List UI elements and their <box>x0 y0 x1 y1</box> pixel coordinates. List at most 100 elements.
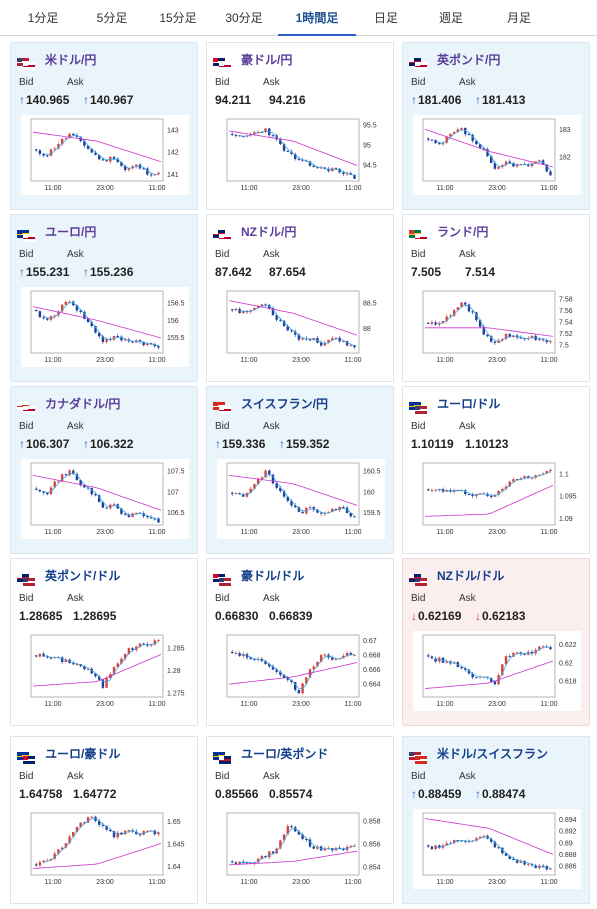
ask-number: 159.352 <box>286 437 330 451</box>
candle-body <box>445 490 448 492</box>
pair-name-link[interactable]: NZドル/円 <box>241 224 297 239</box>
candlestick-chart[interactable]: 183 182 11:00 23:00 11:00 <box>413 115 581 195</box>
x-tick-label: 11:00 <box>541 879 558 886</box>
candle-body <box>112 156 116 159</box>
pair-name-link[interactable]: ユーロ/ドル <box>437 396 501 411</box>
candle-body <box>35 864 38 866</box>
tab-3[interactable]: 15分足 <box>159 11 197 25</box>
ask-number: 0.85574 <box>269 787 313 801</box>
candlestick-chart[interactable]: 0.67 0.668 0.666 0.664 11:00 23:00 11:00 <box>217 631 385 711</box>
candle-body <box>131 166 134 169</box>
candle-body <box>504 656 508 665</box>
candlestick-chart[interactable]: 0.858 0.856 0.854 11:00 23:00 11:00 <box>217 809 385 889</box>
candle-body <box>286 678 289 680</box>
rate-card[interactable]: ユーロ/英ポンド Bid Ask 0.85566 0.85574 0.858 0.856 0.… <box>206 736 394 904</box>
x-tick-label: 23:00 <box>292 357 310 364</box>
candlestick-chart[interactable]: 107.5 107 106.5 11:00 23:00 11:00 <box>21 459 189 539</box>
bid-number: 1.64758 <box>19 787 63 801</box>
rate-card[interactable]: ユーロ/豪ドル Bid Ask 1.64758 1.64772 1.65 1.645 1.64… <box>10 736 198 904</box>
x-tick-label: 11:00 <box>241 185 258 192</box>
candlestick-chart[interactable]: 88.5 88 11:00 23:00 11:00 <box>217 287 385 367</box>
candle-body <box>294 682 297 690</box>
rate-card[interactable]: 英ポンド/円 Bid Ask ↑181.406 ↑181.413 183 182 11:00 2… <box>402 42 590 210</box>
tab-8[interactable]: 月足 <box>506 11 531 25</box>
pair-name-link[interactable]: 豪ドル/円 <box>241 52 293 67</box>
candle-body <box>294 827 297 832</box>
pair-name-link[interactable]: ランド/円 <box>437 224 489 239</box>
rate-card[interactable]: 豪ドル/円 Bid Ask 94.211 94.216 95.5 95 94.5 11:00 23… <box>206 42 394 210</box>
candle-body <box>46 492 49 495</box>
candle-body <box>127 830 131 832</box>
candle-body <box>538 160 541 162</box>
candlestick-chart[interactable]: 156.5 156 155.5 11:00 23:00 11:00 <box>21 287 189 367</box>
bid-value: 0.66830 <box>215 609 258 623</box>
pair-name-link[interactable]: ユーロ/豪ドル <box>45 746 121 761</box>
x-tick-label: 11:00 <box>45 879 62 886</box>
candle-body <box>249 134 252 136</box>
candle-body <box>90 668 93 674</box>
candle-body <box>538 338 541 341</box>
candlestick-chart[interactable]: 1.285 1.28 1.275 11:00 23:00 11:00 <box>21 631 189 711</box>
x-tick-label: 23:00 <box>96 185 114 192</box>
candle-body <box>471 311 474 313</box>
rate-card[interactable]: 米ドル/円 Bid Ask ↑140.965 ↑140.967 143 142 141 11:0… <box>10 42 198 210</box>
candlestick-chart[interactable]: 7.58 7.56 7.54 7.52 7.5 11:00 23:00 11:00 <box>413 287 581 367</box>
rate-card[interactable]: スイスフラン/円 Bid Ask ↑159.336 ↑159.352 160.5 160 15… <box>206 386 394 554</box>
tab-2[interactable]: 5分足 <box>96 11 128 25</box>
candlestick-chart[interactable]: 0.622 0.62 0.618 11:00 23:00 11:00 <box>413 631 581 711</box>
candle-body <box>83 311 86 319</box>
rate-card[interactable]: ユーロ/ドル Bid Ask 1.10119 1.10123 1.1 1.095 1.09 11… <box>402 386 590 554</box>
pair-name-link[interactable]: ユーロ/円 <box>45 224 97 239</box>
rate-card[interactable]: 豪ドル/ドル Bid Ask 0.66830 0.66839 0.67 0.668 0.666… <box>206 558 394 726</box>
pair-name-link[interactable]: 豪ドル/ドル <box>241 568 305 583</box>
pair-name-link[interactable]: NZドル/ドル <box>437 568 505 583</box>
tab-5[interactable]: 1時間足 <box>278 0 356 36</box>
candle-body <box>512 335 515 338</box>
candlestick-chart[interactable]: 95.5 95 94.5 11:00 23:00 11:00 <box>217 115 385 195</box>
candlestick-chart[interactable]: 160.5 160 159.5 11:00 23:00 11:00 <box>217 459 385 539</box>
candle-body <box>282 144 286 151</box>
pair-name-link[interactable]: 英ポンド/円 <box>437 52 501 67</box>
candlestick-chart[interactable]: 1.65 1.645 1.64 11:00 23:00 11:00 <box>21 809 189 889</box>
candle-body <box>345 341 349 346</box>
candle-body <box>508 161 511 164</box>
candlestick-chart[interactable]: 1.1 1.095 1.09 11:00 23:00 11:00 <box>413 459 581 539</box>
y-tick-label: 156.5 <box>167 301 185 308</box>
tab-6[interactable]: 日足 <box>373 11 398 25</box>
tab-1[interactable]: 1分足 <box>27 11 59 25</box>
rate-card[interactable]: 米ドル/スイスフラン Bid Ask ↑0.88459 ↑0.88474 0.894 0.8… <box>402 736 590 904</box>
pair-name-link[interactable]: ユーロ/英ポンド <box>241 746 329 761</box>
ask-label: Ask <box>459 421 476 432</box>
rate-card[interactable]: 英ポンド/ドル Bid Ask 1.28685 1.28695 1.285 1.28 1.27… <box>10 558 198 726</box>
candle-body <box>478 836 482 839</box>
candle-body <box>530 477 534 479</box>
candle-body <box>68 470 71 476</box>
candle-body <box>90 148 93 153</box>
candle-body <box>515 479 519 481</box>
candle-body <box>112 666 116 675</box>
pair-name-link[interactable]: 米ドル/スイスフラン <box>437 746 548 761</box>
candle-body <box>268 851 271 858</box>
rate-card[interactable]: カナダドル/円 Bid Ask ↑106.307 ↑106.322 107.5 107 106… <box>10 386 198 554</box>
tab-7[interactable]: 週足 <box>438 11 463 25</box>
pair-name-link[interactable]: 英ポンド/ドル <box>45 568 121 583</box>
pair-name-link[interactable]: カナダドル/円 <box>45 396 121 411</box>
candlestick-chart[interactable]: 143 142 141 11:00 23:00 11:00 <box>21 115 189 195</box>
candlestick-chart[interactable]: 0.894 0.892 0.89 0.888 0.886 11:00 23:00 11:00 <box>413 809 581 889</box>
candle-body <box>323 342 327 346</box>
pair-name-link[interactable]: 米ドル/円 <box>45 52 97 67</box>
pair-name-link[interactable]: スイスフラン/円 <box>241 396 328 411</box>
candle-body <box>57 311 60 316</box>
tab-4[interactable]: 30分足 <box>225 11 263 25</box>
candle-body <box>430 490 434 492</box>
rate-card[interactable]: NZドル/円 Bid Ask 87.642 87.654 88.5 88 11:00 23:00… <box>206 214 394 382</box>
candle-body <box>508 855 511 859</box>
rate-card[interactable]: ユーロ/円 Bid Ask ↑155.231 ↑155.236 156.5 156 155.5… <box>10 214 198 382</box>
chart-svg: 160.5 160 159.5 11:00 23:00 11:00 <box>226 462 381 536</box>
candle-body <box>75 135 79 137</box>
candle-body <box>264 661 267 665</box>
rate-card[interactable]: NZドル/ドル Bid Ask ↓0.62169 ↓0.62183 0.622 0.62 0.… <box>402 558 590 726</box>
ask-value: 94.216 <box>269 93 306 107</box>
card-header: ユーロ/ドル <box>409 395 501 414</box>
rate-card[interactable]: ランド/円 Bid Ask 7.505 7.514 7.58 7.56 7.54 7.52 7.5… <box>402 214 590 382</box>
